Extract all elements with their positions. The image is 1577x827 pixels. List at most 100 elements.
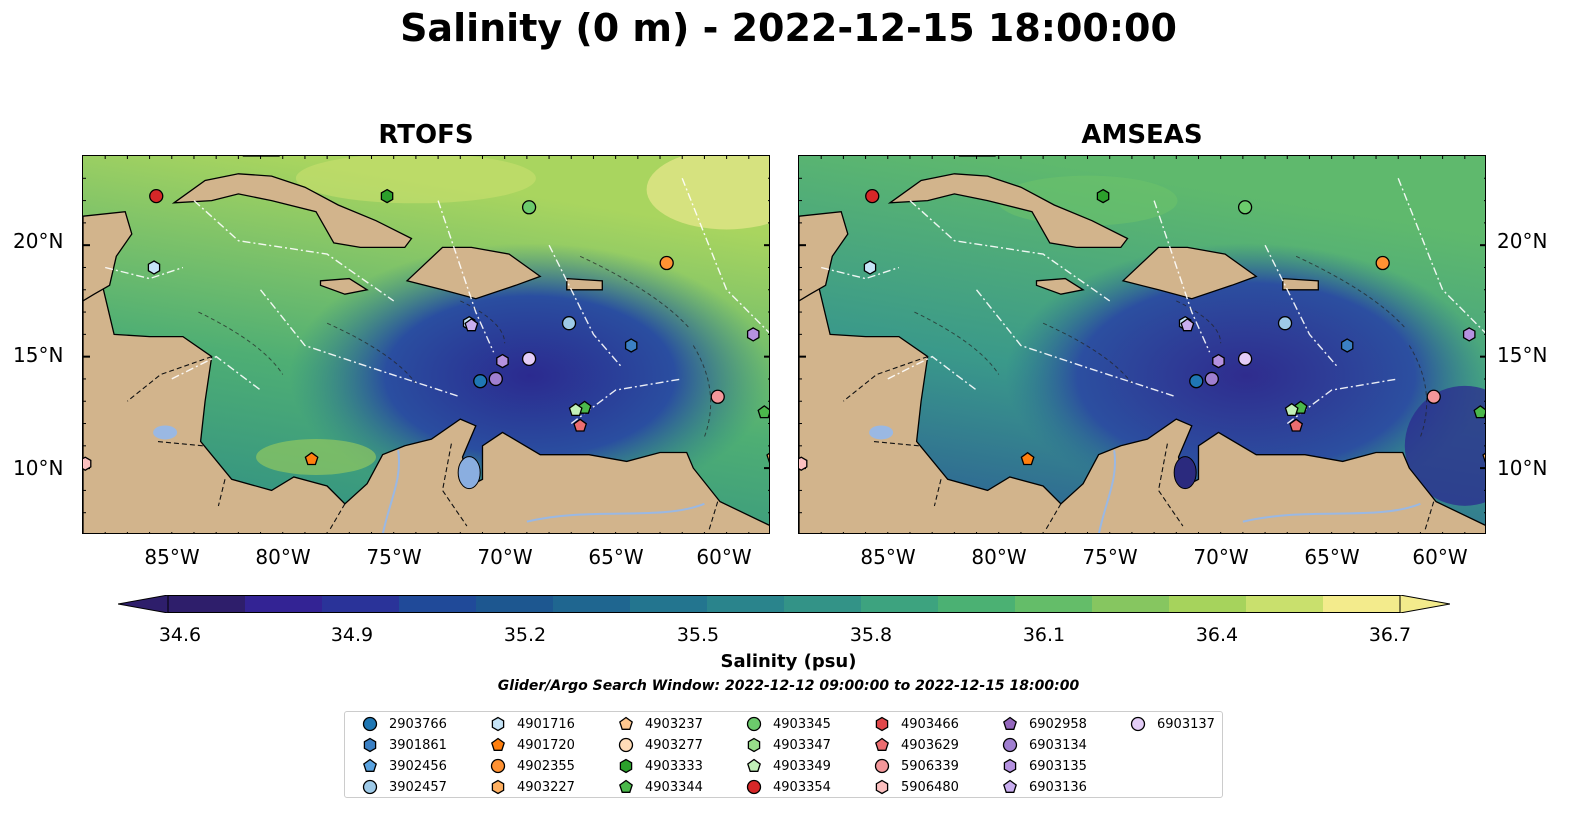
float-marker (1237, 351, 1253, 367)
lon-label-65w-left: 65°W (588, 545, 644, 569)
legend-item: 6903135 (1001, 756, 1087, 776)
hispaniola-land (405, 246, 542, 300)
legend-marker (490, 758, 506, 774)
legend-item: 6903134 (1001, 735, 1087, 755)
colorbar-tick: 35.2 (503, 624, 547, 646)
colorbar-tick: 36.7 (1368, 624, 1412, 646)
legend-label: 3902456 (389, 758, 447, 774)
legend-marker (1130, 716, 1146, 732)
legend-label: 4903629 (901, 737, 959, 753)
lon-label-60w-left: 60°W (696, 545, 752, 569)
central-america-land (83, 277, 769, 533)
legend-label: 4903344 (645, 779, 703, 795)
colorbar-tick: 34.9 (330, 624, 374, 646)
legend-marker (619, 758, 633, 774)
legend-marker (1003, 758, 1017, 774)
map-amseas[interactable] (798, 155, 1486, 534)
float-marker (799, 456, 808, 471)
legend-label: 3902457 (389, 779, 447, 795)
legend-marker (746, 779, 762, 795)
puerto-rico-land (566, 277, 603, 291)
legend-marker (1002, 737, 1018, 753)
float-marker (380, 188, 394, 204)
legend-item: 3901861 (361, 735, 447, 755)
colorbar-tick: 36.4 (1195, 624, 1239, 646)
legend-marker (618, 737, 634, 753)
legend-marker (491, 716, 505, 732)
lon-label-75w-left: 75°W (366, 545, 422, 569)
float-marker (746, 327, 760, 342)
map-rtofs[interactable] (82, 155, 770, 534)
float-marker (561, 316, 577, 331)
yucatan-land (799, 210, 849, 302)
legend-item: 4903354 (745, 777, 831, 797)
float-marker (1482, 452, 1485, 463)
legend-marker (1003, 716, 1017, 730)
legend-marker (491, 779, 505, 795)
cuba-land (887, 173, 1129, 249)
float-marker (1289, 418, 1304, 432)
hexagon-marker-icon (491, 779, 505, 795)
lat-label-15n-right: 15°N (1497, 343, 1548, 367)
float-marker (1096, 188, 1110, 204)
lat-label-15n-left: 15°N (13, 343, 64, 367)
lon-label-60w-right: 60°W (1412, 545, 1468, 569)
legend-item: 4903349 (745, 756, 831, 776)
pentagon-marker-icon (1003, 716, 1017, 730)
lat-label-10n-right: 10°N (1497, 456, 1548, 480)
float-marker (521, 200, 537, 215)
legend-marker (874, 758, 890, 774)
legend-item: 4901720 (489, 735, 575, 755)
legend-item: 4903347 (745, 735, 831, 755)
lon-label-70w-right: 70°W (1193, 545, 1249, 569)
hexagon-marker-icon (747, 737, 761, 753)
legend-label: 6902958 (1029, 716, 1087, 732)
jamaica-land (1035, 277, 1085, 295)
hexagon-marker-icon (363, 737, 377, 753)
colorbar-tick: 35.5 (676, 624, 720, 646)
float-marker (863, 260, 877, 275)
legend-label: 6903135 (1029, 758, 1087, 774)
legend-label: 6903134 (1029, 737, 1087, 753)
float-marker (624, 338, 638, 353)
hispaniola-land (1121, 246, 1258, 300)
float-marker (83, 456, 92, 471)
legend-item: 5906480 (873, 777, 959, 797)
colorbar-tick: 34.6 (158, 624, 202, 646)
cuba-land (171, 173, 413, 249)
legend-marker (491, 737, 505, 751)
yucatan-land (83, 210, 133, 302)
lon-label-75w-right: 75°W (1082, 545, 1138, 569)
legend-marker (363, 758, 377, 772)
colorbar-tick: 36.1 (1022, 624, 1066, 646)
hexagon-marker-icon (491, 716, 505, 732)
circle-marker-icon (746, 779, 762, 795)
float-marker (304, 451, 319, 466)
float-marker (757, 405, 769, 419)
pentagon-marker-icon (491, 737, 505, 751)
circle-marker-icon (490, 758, 506, 774)
legend-item: 4903333 (617, 756, 703, 776)
pentagon-marker-icon (619, 716, 633, 730)
legend-item: 4903466 (873, 714, 959, 734)
legend-label: 6903136 (1029, 779, 1087, 795)
float-marker (1020, 451, 1035, 466)
lon-label-85w-right: 85°W (860, 545, 916, 569)
panel-title-rtofs: RTOFS (378, 120, 474, 150)
legend-item: 4903277 (617, 735, 703, 755)
legend-label: 4903347 (773, 737, 831, 753)
legend-label: 2903766 (389, 716, 447, 732)
float-marker (1277, 316, 1293, 331)
float-marker (865, 188, 880, 204)
float-marker (1180, 318, 1195, 332)
pentagon-marker-icon (619, 779, 633, 793)
hexagon-marker-icon (619, 758, 633, 774)
legend-marker (619, 716, 633, 730)
circle-marker-icon (618, 737, 634, 753)
circle-marker-icon (362, 779, 378, 795)
legend-label: 4903237 (645, 716, 703, 732)
pentagon-marker-icon (363, 758, 377, 772)
legend-marker (746, 716, 762, 732)
legend-item: 3902456 (361, 756, 447, 776)
float-marker (568, 402, 583, 417)
